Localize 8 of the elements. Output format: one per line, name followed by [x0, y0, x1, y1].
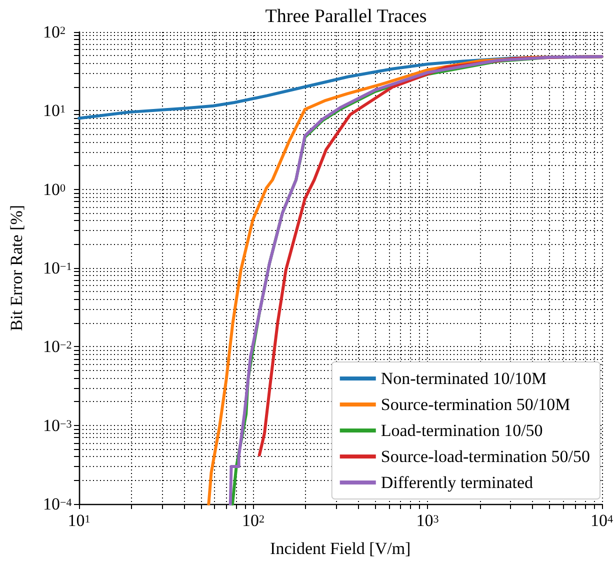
chart-title: Three Parallel Traces [265, 6, 427, 27]
legend-label: Load-termination 10/50 [380, 421, 543, 440]
legend-label: Source-termination 50/10M [380, 395, 570, 414]
legend-label: Source-load-termination 50/50 [380, 447, 590, 466]
legend-label: Differently terminated [380, 473, 534, 492]
x-axis-title: Incident Field [V/m] [270, 539, 411, 558]
y-axis-title: Bit Error Rate [%] [7, 204, 26, 332]
legend-label: Non-terminated 10/10M [380, 369, 547, 388]
